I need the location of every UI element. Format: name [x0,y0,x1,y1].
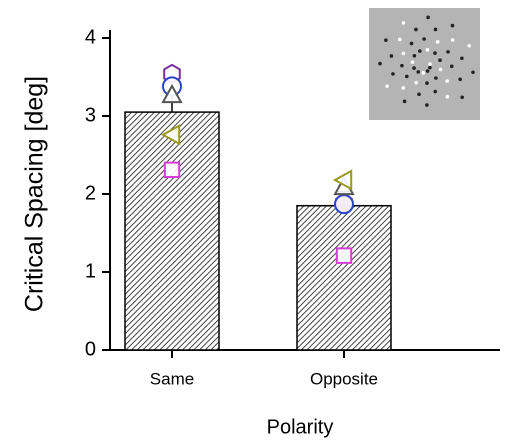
stimulus-dot [460,56,464,61]
stimulus-dot [446,50,450,54]
stimulus-dot [384,38,388,42]
stimulus-dot [421,71,426,75]
stimulus-dot [401,51,406,56]
stimulus-dot [467,43,472,48]
bar [124,111,220,351]
stimulus-dot [434,76,438,80]
y-tick-label: 2 [85,182,96,204]
bar [296,204,392,351]
stimulus-dot [401,21,406,25]
y-tick-label: 0 [85,338,96,360]
stimulus-dot [414,27,418,32]
stimulus-dot [378,61,382,66]
stimulus-dot [435,40,440,44]
stimulus-dot [401,86,406,90]
subject-marker [332,169,353,191]
stimulus-dot [458,77,462,82]
y-tick-label: 1 [85,260,96,282]
y-tick-label: 4 [85,26,96,48]
stimulus-dot [438,58,442,62]
stimulus-dot [391,72,395,76]
inset-stimulus [369,8,480,120]
stimulus-dot [471,70,475,75]
stimulus-dot [422,37,426,41]
stimulus-dot [410,60,415,64]
stimulus-dot [402,99,407,104]
stimulus-dot [425,48,430,52]
x-axis-label: Polarity [267,416,334,438]
stimulus-dot [428,65,432,70]
stimulus-dot [412,66,416,70]
stimulus-dot [416,70,421,74]
y-axis-label: Critical Spacing [deg] [21,76,49,312]
subject-marker [163,161,181,179]
y-tick-label: 3 [85,104,96,126]
stimulus-dot [425,81,429,85]
stimulus-dot [400,63,404,68]
stimulus-dot [405,74,409,79]
subject-marker [335,247,353,264]
stimulus-dot [449,64,454,69]
x-tick-label: Opposite [310,369,378,388]
stimulus-dot [460,95,464,100]
stimulus-dot [414,80,418,85]
stimulus-dot [417,92,421,97]
stimulus-dot [397,37,402,42]
stimulus-dot [425,103,429,107]
stimulus-dot [412,53,417,58]
stimulus-dot [433,27,438,32]
stimulus-dot [389,54,394,58]
subject-marker [160,124,181,146]
stimulus-dot [445,94,450,99]
subject-marker [161,83,183,104]
x-tick-label: Same [150,369,194,388]
stimulus-dot [425,69,430,73]
stimulus-dot [418,49,422,53]
stimulus-dot [450,38,455,42]
stimulus-dot [450,23,455,28]
stimulus-dot [433,51,437,55]
stimulus-dot [385,84,389,88]
stimulus-dot [426,15,430,20]
stimulus-dot [438,67,443,72]
stimulus-dot [409,41,414,46]
subject-marker [333,194,355,215]
stimulus-dot [428,62,432,66]
stimulus-dot [433,89,438,94]
stimulus-dot [445,79,450,83]
